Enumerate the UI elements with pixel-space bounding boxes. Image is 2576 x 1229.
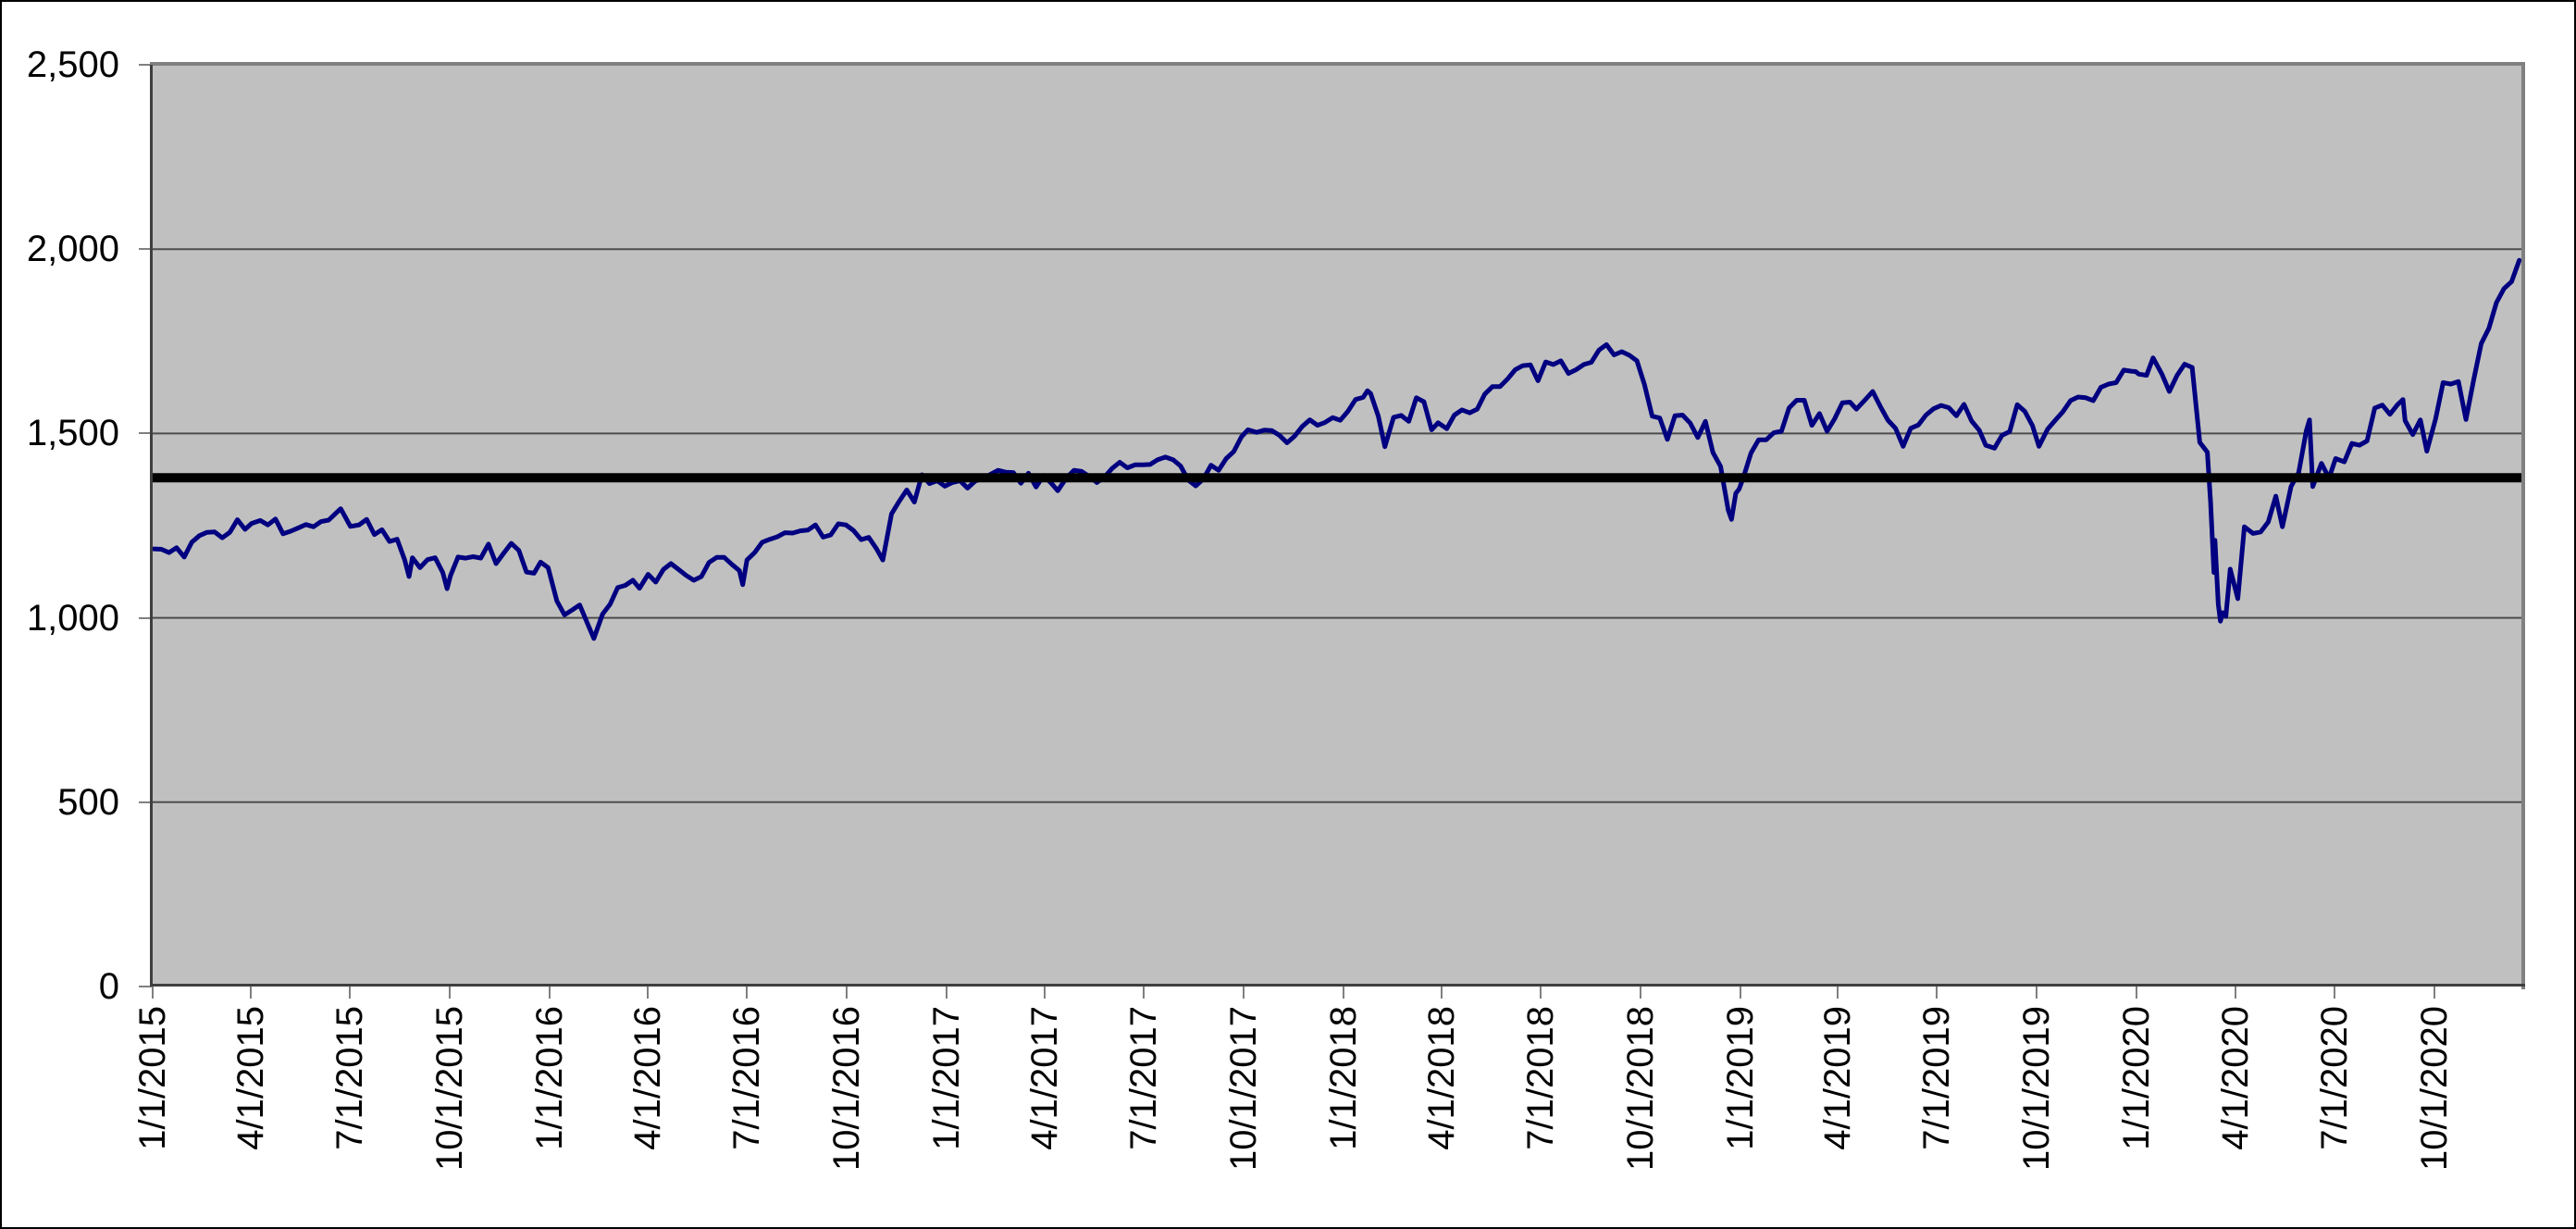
x-tick-mark: [946, 987, 948, 999]
y-tick-label: 0: [98, 966, 119, 1007]
x-tick-label: 1/1/2020: [2116, 1006, 2158, 1150]
x-tick-label: 10/1/2019: [2016, 1006, 2058, 1171]
plot-border-right: [2521, 62, 2525, 989]
x-tick-label: 10/1/2018: [1619, 1006, 1661, 1171]
x-tick-mark: [2235, 987, 2237, 999]
x-tick-label: 10/1/2016: [826, 1006, 868, 1171]
x-tick-mark: [1837, 987, 1839, 999]
x-tick-label: 7/1/2020: [2314, 1006, 2356, 1150]
y-tick-label: 500: [57, 781, 119, 823]
x-tick-label: 4/1/2018: [1420, 1006, 1462, 1150]
x-tick-mark: [1142, 987, 1145, 999]
x-tick-mark: [647, 987, 650, 999]
x-tick-mark: [1639, 987, 1641, 999]
y-tick-label: 2,500: [26, 44, 119, 85]
x-tick-mark: [2136, 987, 2138, 999]
x-tick-label: 10/1/2015: [428, 1006, 470, 1171]
x-tick-label: 10/1/2017: [1223, 1006, 1264, 1171]
x-tick-mark: [152, 987, 154, 999]
x-tick-mark: [1936, 987, 1938, 999]
plot-border-top: [150, 62, 2525, 66]
plot-area: [153, 65, 2521, 987]
x-tick-mark: [1539, 987, 1542, 999]
x-tick-label: 4/1/2015: [229, 1006, 271, 1150]
x-tick-mark: [1440, 987, 1443, 999]
y-tick-mark: [139, 801, 153, 803]
y-axis-line: [150, 65, 153, 987]
x-tick-label: 4/1/2020: [2215, 1006, 2257, 1150]
series-svg: [153, 248, 2521, 803]
y-tick-label: 1,000: [26, 597, 119, 639]
x-tick-mark: [2334, 987, 2336, 999]
x-tick-mark: [448, 987, 451, 999]
x-tick-mark: [1343, 987, 1345, 999]
x-tick-label: 7/1/2018: [1519, 1006, 1561, 1150]
y-tick-mark: [139, 64, 153, 66]
x-tick-label: 1/1/2017: [926, 1006, 968, 1150]
x-tick-label: 10/1/2020: [2414, 1006, 2456, 1171]
x-tick-label: 1/1/2019: [1719, 1006, 1761, 1150]
x-tick-mark: [2036, 987, 2038, 999]
x-tick-mark: [746, 987, 749, 999]
x-tick-label: 4/1/2016: [627, 1006, 669, 1150]
x-tick-label: 1/1/2015: [132, 1006, 173, 1150]
x-tick-label: 4/1/2019: [1817, 1006, 1859, 1150]
x-tick-mark: [348, 987, 351, 999]
y-tick-mark: [139, 248, 153, 251]
x-tick-label: 1/1/2016: [528, 1006, 570, 1150]
x-axis-line: [150, 984, 2525, 987]
x-tick-label: 7/1/2015: [328, 1006, 370, 1150]
series-line-0: [153, 257, 2521, 641]
x-tick-mark: [1739, 987, 1741, 999]
x-tick-mark: [548, 987, 551, 999]
x-tick-mark: [1044, 987, 1046, 999]
y-tick-mark: [139, 616, 153, 619]
y-tick-mark: [139, 432, 153, 435]
x-tick-label: 4/1/2017: [1024, 1006, 1066, 1150]
x-tick-mark: [846, 987, 848, 999]
y-tick-label: 1,500: [26, 413, 119, 454]
y-tick-label: 2,000: [26, 229, 119, 270]
x-tick-mark: [2434, 987, 2436, 999]
y-tick-mark: [139, 986, 153, 987]
x-tick-mark: [249, 987, 252, 999]
x-tick-label: 7/1/2017: [1122, 1006, 1164, 1150]
x-tick-label: 7/1/2016: [726, 1006, 768, 1150]
x-tick-mark: [1243, 987, 1245, 999]
x-tick-label: 7/1/2019: [1916, 1006, 1958, 1150]
x-tick-label: 1/1/2018: [1323, 1006, 1365, 1150]
